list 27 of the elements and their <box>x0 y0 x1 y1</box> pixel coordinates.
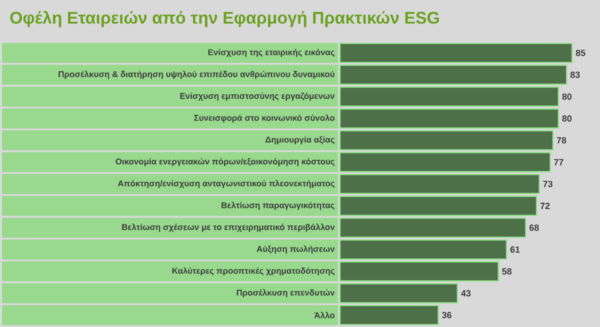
y-tick-label: Δημιουργία αξίας <box>265 136 334 144</box>
y-tick-label: Απόκτηση/ενίσχυση ανταγωνιστικού πλεονεκτήματος <box>118 180 334 188</box>
data-label: 58 <box>502 268 512 275</box>
y-tick-label: Αύξηση πωλήσεων <box>256 245 334 254</box>
data-label: 78 <box>556 137 566 144</box>
data-label: 80 <box>562 93 572 100</box>
y-tick-label: Ενίσχυση της εταιρικής εικόνας <box>208 48 334 57</box>
y-tick-label: Βελτίωση σχέσεων με το επιχειρηματικό περιβάλλον <box>122 224 334 232</box>
y-tick-label: Ενίσχυση εμπιστοσύνης εργαζόμενων <box>180 92 334 101</box>
y-tick-label: Βελτίωση παραγωγικότητας <box>222 202 334 210</box>
data-label: 80 <box>562 115 572 122</box>
y-tick-label: Άλλο <box>314 312 334 318</box>
data-label: 68 <box>529 224 539 231</box>
data-label: 72 <box>540 202 550 209</box>
data-label: 43 <box>461 290 471 296</box>
data-label: 73 <box>543 180 552 188</box>
y-tick-label: Προσέλκυση & διατήρηση υψηλού επιπέδου ανθρώπινου δυναμικού <box>58 70 334 79</box>
chart-title: Οφέλη Εταιρειών από την Εφαρμογή Πρακτικών ESG <box>10 10 439 28</box>
y-tick-label: Προσέλκυση επενδυτών <box>236 289 334 298</box>
data-label: 36 <box>442 312 452 318</box>
data-label: 85 <box>576 50 586 56</box>
y-tick-label: Οικονομία ενεργειακών πόρων/εξοικονόμηση κόστους <box>116 158 335 166</box>
y-tick-label: Καλύτερες προοπτικές χρηματοδότησης <box>172 267 334 276</box>
data-label: 61 <box>510 246 520 253</box>
data-label: 83 <box>570 72 580 78</box>
data-label: 77 <box>554 159 564 166</box>
y-tick-label: Συνεισφορά στο κοινωνικό σύνολο <box>194 114 334 123</box>
